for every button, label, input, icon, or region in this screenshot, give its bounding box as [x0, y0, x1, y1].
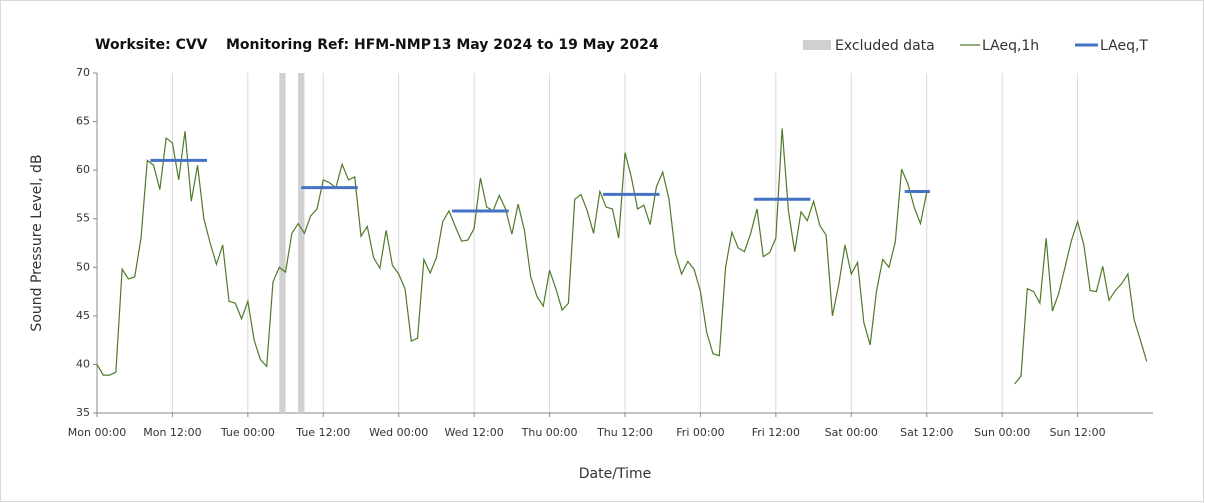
x-tick-label: Mon 00:00: [68, 426, 126, 439]
y-tick-label: 70: [76, 66, 90, 79]
y-tick-label: 55: [76, 212, 90, 225]
x-tick-label: Wed 00:00: [369, 426, 428, 439]
x-tick-label: Thu 00:00: [521, 426, 578, 439]
x-tick-label: Tue 00:00: [220, 426, 275, 439]
y-tick-label: 40: [76, 357, 90, 370]
y-tick-label: 50: [76, 260, 90, 273]
y-tick-label: 35: [76, 406, 90, 419]
line-series: [96, 128, 928, 376]
x-tick-label: Fri 00:00: [676, 426, 724, 439]
legend-label: LAeq,1h: [982, 38, 1039, 54]
excluded-band: [298, 73, 305, 413]
line-series: [1014, 219, 1148, 385]
excluded-band: [279, 73, 286, 413]
y-tick-label: 60: [76, 163, 90, 176]
chart-title: Monitoring Ref: HFM-NMP: [226, 37, 431, 53]
y-tick-label: 45: [76, 309, 90, 322]
legend-label: Excluded data: [835, 38, 935, 54]
x-tick-label: Wed 12:00: [445, 426, 504, 439]
x-tick-label: Thu 12:00: [596, 426, 653, 439]
x-tick-label: Sat 00:00: [825, 426, 878, 439]
x-tick-label: Sat 12:00: [900, 426, 953, 439]
x-tick-label: Fri 12:00: [752, 426, 800, 439]
x-tick-label: Sun 12:00: [1050, 426, 1106, 439]
chart-title: Worksite: CVV: [95, 37, 208, 53]
y-tick-label: 65: [76, 115, 90, 128]
chart-title: 13 May 2024 to 19 May 2024: [432, 37, 659, 53]
x-axis-label: Date/Time: [579, 466, 651, 482]
y-axis-label: Sound Pressure Level, dB: [29, 154, 45, 331]
x-tick-label: Tue 12:00: [295, 426, 350, 439]
x-tick-label: Mon 12:00: [143, 426, 201, 439]
legend-swatch: [803, 40, 831, 50]
x-tick-label: Sun 00:00: [974, 426, 1030, 439]
legend-label: LAeq,T: [1100, 38, 1148, 54]
